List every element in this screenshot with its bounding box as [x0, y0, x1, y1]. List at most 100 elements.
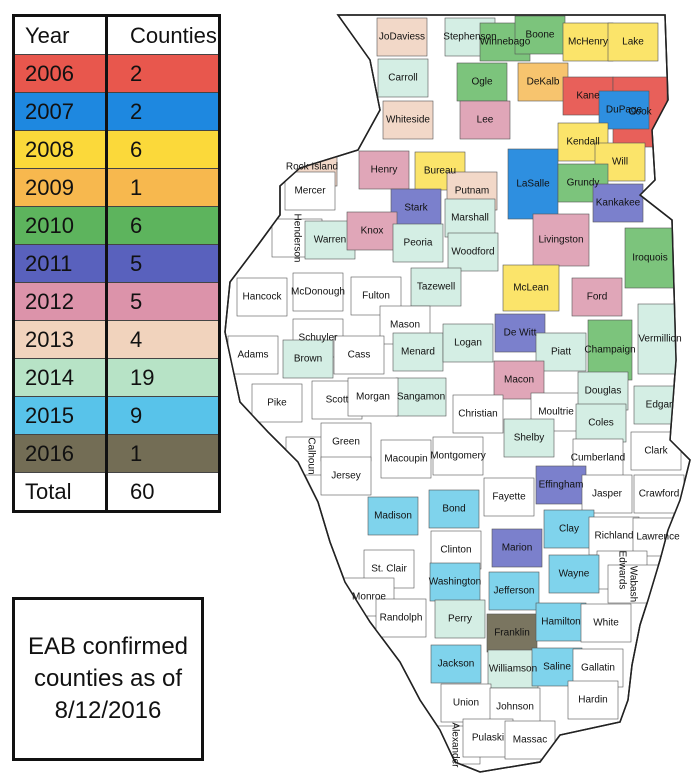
- county-label: Randolph: [380, 613, 423, 624]
- county-label: Livingston: [538, 235, 583, 246]
- year-cell: 2006: [12, 54, 108, 93]
- county-label: Schuyler: [299, 333, 339, 344]
- county-label: Woodford: [451, 247, 494, 258]
- county-label: Kane: [576, 91, 600, 102]
- county-label: Christian: [458, 409, 497, 420]
- county-label: Fayette: [492, 492, 526, 503]
- county-label: Calhoun: [305, 437, 316, 474]
- year-cell: Year: [12, 15, 108, 55]
- year-row: 2011 5: [12, 244, 221, 283]
- county-label: Cumberland: [571, 453, 625, 464]
- county-areas: [227, 15, 685, 765]
- county-area: [462, 718, 514, 758]
- legend-table: Year Counties 2006 2 2007 2 2008 6 2009 1 2010 6 201…: [12, 14, 221, 513]
- county-label: Crawford: [639, 489, 680, 500]
- year-row: 2013 4: [12, 320, 221, 359]
- county-label: McDonough: [291, 287, 345, 298]
- county-area: [434, 599, 486, 639]
- county-area: [392, 223, 444, 263]
- county-area: [456, 62, 508, 102]
- county-label: Carroll: [388, 73, 417, 84]
- county-area: [517, 62, 569, 102]
- county-label: Richland: [595, 531, 634, 542]
- county-area: [382, 100, 434, 140]
- county-label: Rock Island: [286, 162, 338, 173]
- count-cell: 2: [105, 92, 221, 131]
- county-label: Bureau: [424, 166, 456, 177]
- county-area: [430, 530, 482, 570]
- county-label: Madison: [374, 511, 412, 522]
- county-area: [432, 436, 484, 476]
- county-label: Mason: [390, 320, 420, 331]
- county-label: Piatt: [551, 347, 571, 358]
- year-cell: Total: [12, 472, 108, 512]
- county-area: [543, 509, 595, 549]
- count-cell: 5: [105, 244, 221, 283]
- county-label: Knox: [361, 226, 384, 237]
- county-label: Hamilton: [541, 617, 580, 628]
- year-row: 2010 6: [12, 206, 221, 245]
- county-label: Jefferson: [494, 586, 535, 597]
- county-label: Pulaski: [472, 733, 504, 744]
- county-label: Cook: [628, 107, 652, 118]
- county-area: [410, 267, 462, 307]
- county-label: Monroe: [352, 592, 386, 603]
- county-label: Macoupin: [384, 454, 427, 465]
- county-area: [581, 474, 633, 514]
- county-label: Will: [612, 157, 628, 168]
- county-label: Brown: [294, 354, 322, 365]
- county-area: [284, 171, 336, 211]
- county-label: De Witt: [504, 328, 537, 339]
- county-label: Wayne: [559, 569, 590, 580]
- county-label: Adams: [237, 350, 268, 361]
- year-row: 2009 1: [12, 168, 221, 207]
- county-area: [567, 680, 619, 720]
- total-row: Total 60: [12, 472, 221, 512]
- county-label: DuPage: [606, 105, 643, 116]
- county-label: Iroquois: [632, 253, 668, 264]
- county-label: Union: [453, 698, 479, 709]
- year-cell: 2016: [12, 434, 108, 473]
- county-label: Menard: [401, 347, 435, 358]
- count-cell: Counties: [105, 15, 221, 55]
- county-area: [548, 554, 600, 594]
- county-area: [282, 339, 334, 379]
- county-label: Alexander: [449, 722, 460, 768]
- county-label: Hardin: [578, 695, 607, 706]
- county-area: [395, 377, 447, 417]
- county-label: Morgan: [356, 392, 390, 403]
- county-label: Marshall: [451, 213, 489, 224]
- count-cell: 1: [105, 168, 221, 207]
- county-area: [452, 394, 504, 434]
- county-label: Franklin: [494, 628, 530, 639]
- county-label: Edwards: [616, 551, 627, 590]
- county-area: [607, 22, 659, 62]
- county-label: Saline: [543, 662, 571, 673]
- county-area: [502, 264, 560, 312]
- county-label: LaSalle: [516, 179, 550, 190]
- county-label: Johnson: [496, 702, 534, 713]
- county-label: Winnebago: [480, 37, 531, 48]
- county-area: [292, 272, 344, 312]
- county-area: [483, 477, 535, 517]
- county-label: Peoria: [404, 238, 433, 249]
- count-cell: 6: [105, 206, 221, 245]
- county-area: [514, 15, 566, 55]
- county-label: Douglas: [585, 386, 622, 397]
- county-area: [376, 17, 428, 57]
- county-area: [377, 58, 429, 98]
- county-label: Pike: [267, 398, 287, 409]
- county-label: Edgar: [646, 400, 673, 411]
- county-label: Tazewell: [417, 282, 455, 293]
- county-area: [507, 148, 559, 220]
- county-area: [592, 183, 644, 223]
- county-area: [227, 335, 279, 375]
- county-area: [444, 198, 496, 238]
- county-label: White: [593, 618, 619, 629]
- county-area: [624, 227, 676, 289]
- year-cell: 2007: [12, 92, 108, 131]
- county-label: Stark: [404, 203, 428, 214]
